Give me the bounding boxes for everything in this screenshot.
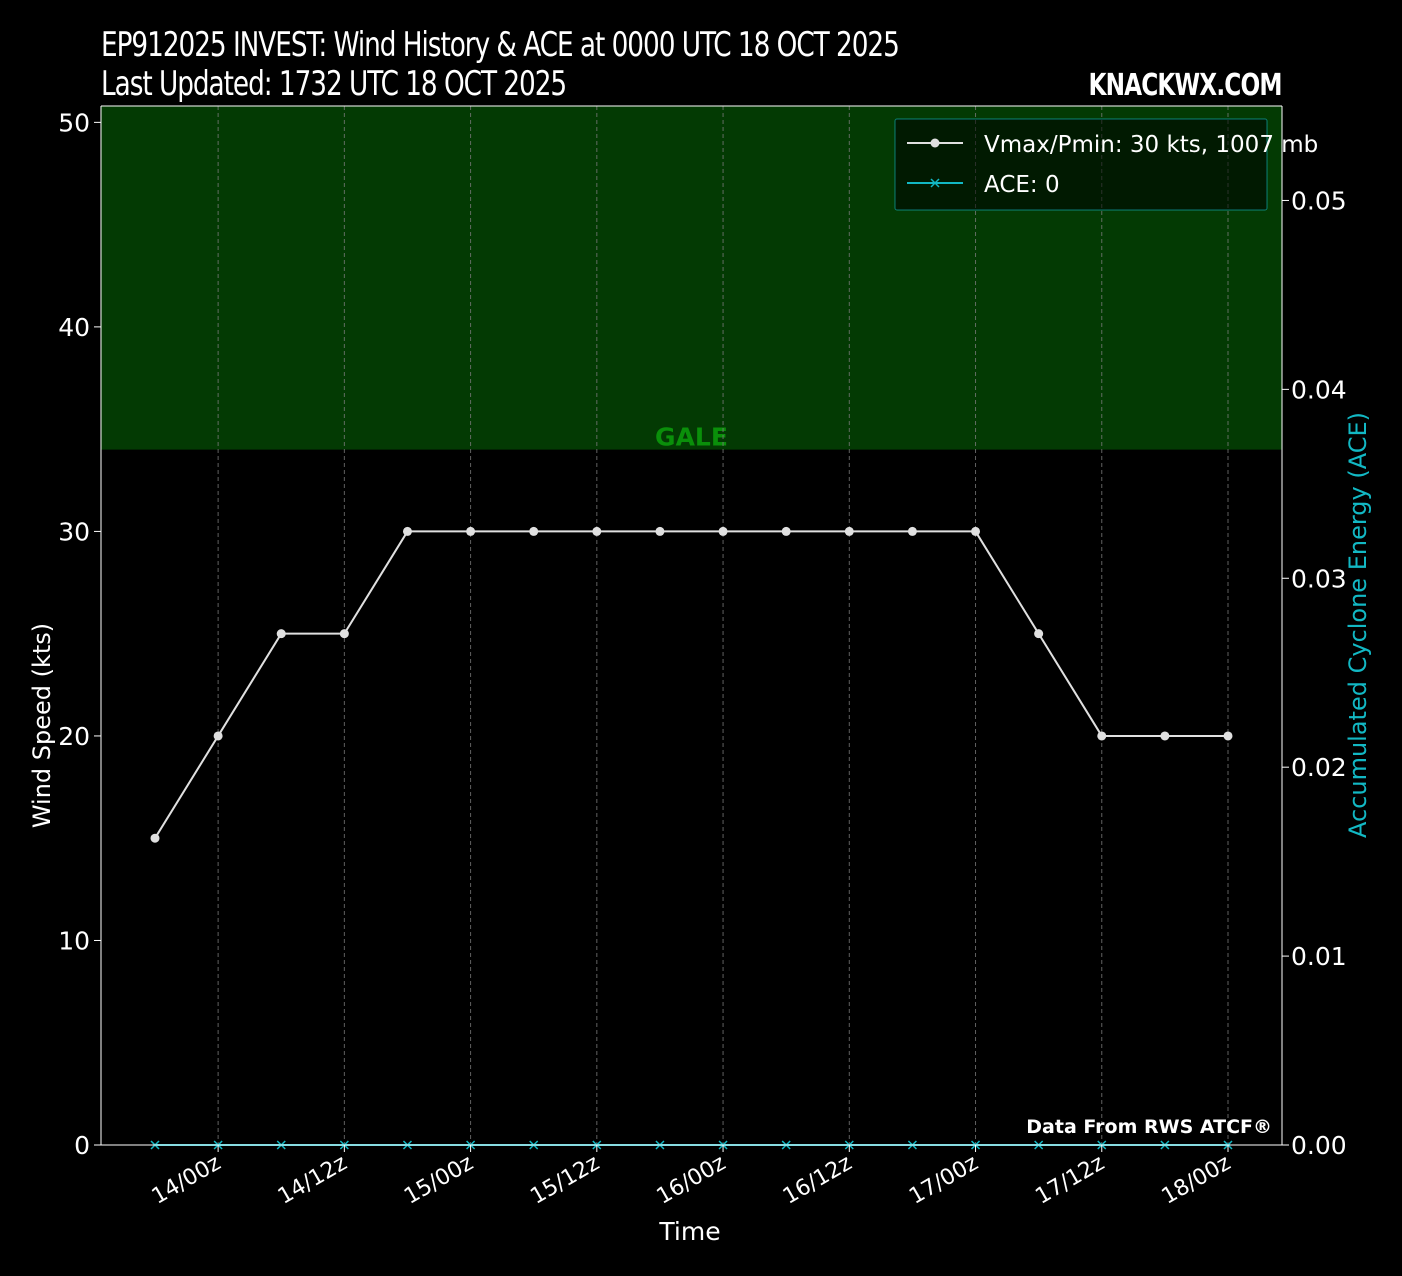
wind-point (150, 833, 160, 843)
x-tick-label: 17/00z (905, 1151, 982, 1210)
wind-line (154, 530, 1228, 839)
legend-marker (930, 138, 940, 148)
wind-point (1223, 731, 1233, 741)
wind-point (1034, 629, 1044, 639)
legend-marker (930, 178, 940, 188)
x-tick-label: 15/12z (526, 1151, 603, 1210)
x-axis-label: Time (658, 1217, 720, 1246)
legend-label: ACE: 0 (984, 172, 1060, 198)
wind-point (718, 526, 728, 536)
wind-point (276, 629, 286, 639)
wind-point (466, 526, 476, 536)
wind-point (339, 629, 349, 639)
y2-tick-label: 0.04 (1291, 375, 1347, 404)
y-tick-label: 30 (58, 517, 90, 546)
wind-point (971, 526, 981, 536)
wind-point (781, 526, 791, 536)
wind-point (844, 526, 854, 536)
x-tick-label: 17/12z (1031, 1151, 1108, 1210)
wind-point (402, 526, 412, 536)
y-tick-label: 0 (74, 1131, 90, 1160)
wind-point (213, 731, 223, 741)
y-tick-label: 40 (58, 313, 90, 342)
x-tick-label: 15/00z (400, 1151, 477, 1210)
y-axis-label: Wind Speed (kts) (28, 623, 56, 828)
x-tick-label: 16/00z (653, 1151, 730, 1210)
y-tick-label: 20 (58, 722, 90, 751)
y-tick-label: 50 (58, 108, 90, 137)
wind-point (592, 526, 602, 536)
y2-tick-label: 0.03 (1291, 564, 1347, 593)
title-block: EP912025 INVEST: Wind History & ACE at 0… (101, 26, 1029, 104)
x-tick-label: 18/00z (1158, 1151, 1235, 1210)
y2-tick-label: 0.02 (1291, 753, 1347, 782)
y2-tick-label: 0.01 (1291, 942, 1347, 971)
wind-point (1160, 731, 1170, 741)
legend-label: Vmax/Pmin: 30 kts, 1007 mb (984, 132, 1318, 158)
x-tick-label: 14/12z (274, 1151, 351, 1210)
wind-point (529, 526, 539, 536)
wind-point (907, 526, 917, 536)
y2-tick-label: 0.00 (1291, 1131, 1347, 1160)
x-tick-label: 14/00z (148, 1151, 225, 1210)
y-tick-label: 10 (58, 926, 90, 955)
y2-tick-label: 0.05 (1291, 186, 1347, 215)
wind-point (655, 526, 665, 536)
chart-title: EP912025 INVEST: Wind History & ACE at 0… (101, 25, 900, 65)
wind-point (1097, 731, 1107, 741)
gale-band-label: GALE (655, 423, 728, 452)
source-note: Data From RWS ATCF® (1026, 1116, 1272, 1138)
brand-watermark: KNACKWX.COM (1088, 68, 1283, 103)
legend-box (894, 118, 1268, 211)
chart-subtitle: Last Updated: 1732 UTC 18 OCT 2025 (101, 64, 567, 104)
x-tick-label: 16/12z (779, 1151, 856, 1210)
y2-axis-label: Accumulated Cyclone Energy (ACE) (1344, 412, 1372, 838)
